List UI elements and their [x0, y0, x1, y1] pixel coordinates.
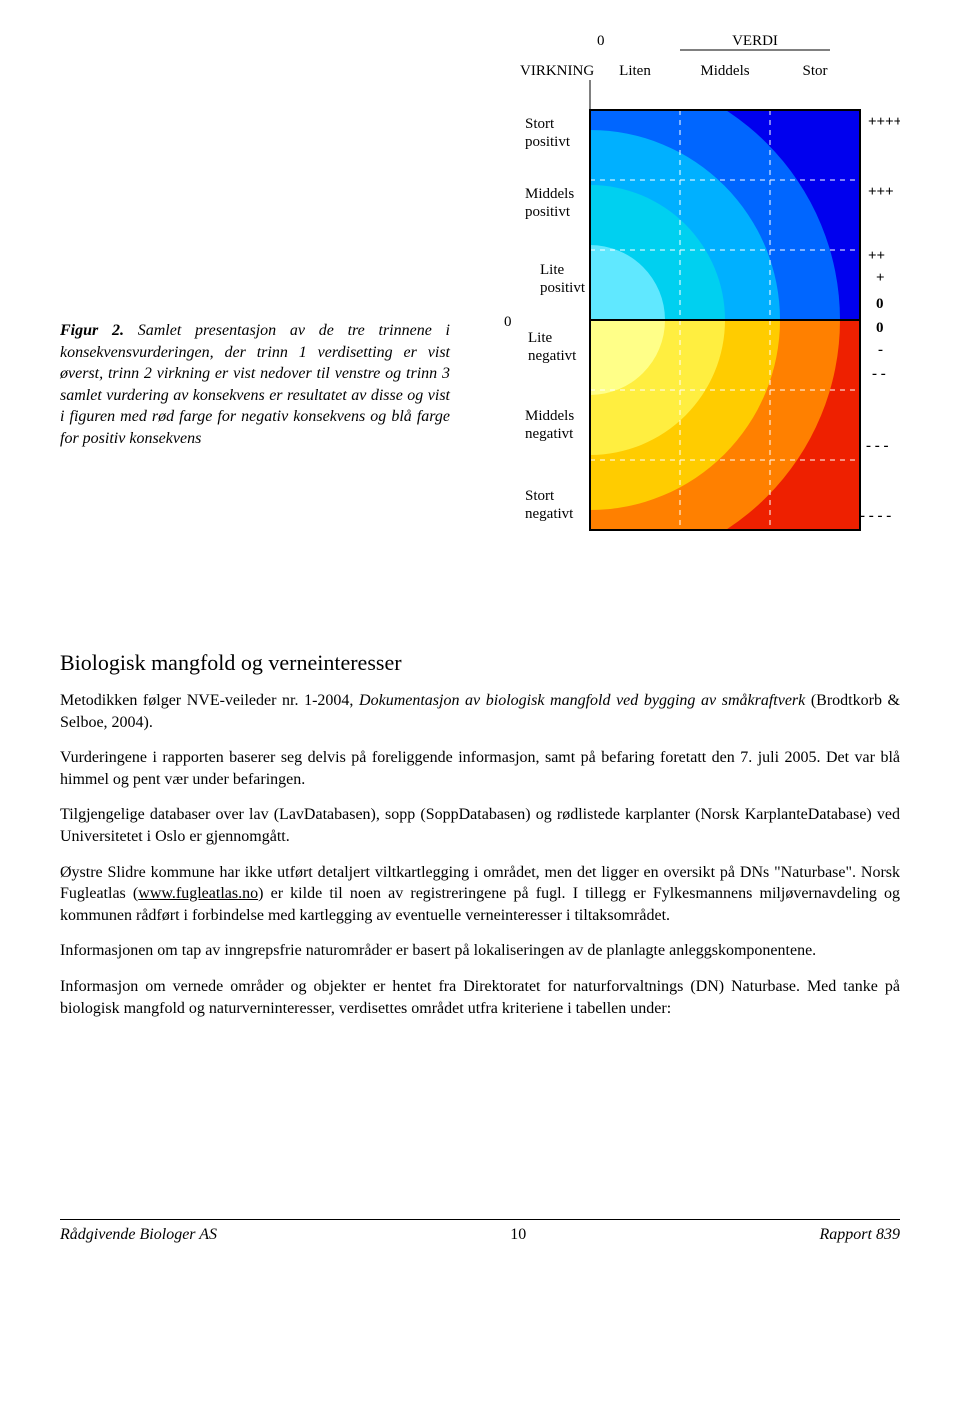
figure-caption: Figur 2. Samlet presentasjon av de tre t…: [60, 320, 450, 450]
val-pos3: +++: [868, 184, 894, 200]
row-stort-pos-1: Stort: [525, 116, 555, 132]
footer-page-number: 10: [510, 1226, 526, 1244]
link-fugleatlas[interactable]: www.fugleatlas.no: [138, 885, 258, 902]
row-mid-pos-1: Middels: [525, 186, 574, 202]
virkning-label: VIRKNING: [520, 63, 594, 79]
row-mid-neg-2: negativt: [525, 426, 574, 442]
val-neg1: -: [878, 342, 883, 358]
val-neg3: - - -: [866, 438, 889, 454]
doc-title-italic: Dokumentasjon av biologisk mangfold ved …: [359, 692, 805, 709]
val-neg4: - - - -: [860, 508, 891, 524]
col-header-stor: Stor: [802, 63, 827, 79]
val-pos0: 0: [876, 296, 884, 312]
col-header-middels: Middels: [700, 63, 749, 79]
row-mid-pos-2: positivt: [525, 204, 571, 220]
val-pos2: ++: [868, 248, 885, 264]
val-pos4: ++++: [868, 114, 900, 130]
paragraph-3: Tilgjengelige databaser over lav (LavDat…: [60, 804, 900, 847]
val-neg0: 0: [876, 320, 884, 336]
paragraph-5: Informasjonen om tap av inngrepsfrie nat…: [60, 940, 900, 962]
consequence-chart: 0 VERDI VIRKNING Liten Middels Stor: [420, 20, 900, 560]
row-lite-pos-2: positivt: [540, 280, 586, 296]
row-mid-neg-1: Middels: [525, 408, 574, 424]
paragraph-2: Vurderingene i rapporten baserer seg del…: [60, 747, 900, 790]
footer-left: Rådgivende Biologer AS: [60, 1226, 217, 1244]
section-title: Biologisk mangfold og verneinteresser: [60, 650, 900, 676]
row-lite-pos-1: Lite: [540, 262, 564, 278]
figure-label: Figur 2.: [60, 322, 124, 339]
figure-caption-text: Samlet presentasjon av de tre trinnene i…: [60, 322, 450, 447]
paragraph-1: Metodikken følger NVE-veileder nr. 1-200…: [60, 690, 900, 733]
row-lite-neg-2: negativt: [528, 348, 577, 364]
row-stort-pos-2: positivt: [525, 134, 571, 150]
col-header-liten: Liten: [619, 63, 651, 79]
row-stort-neg-1: Stort: [525, 488, 555, 504]
val-neg2: - -: [872, 366, 886, 382]
body-text: Metodikken følger NVE-veileder nr. 1-200…: [60, 690, 900, 1019]
row-lite-neg-1: Lite: [528, 330, 552, 346]
footer-right: Rapport 839: [820, 1226, 900, 1244]
axis-zero-left: 0: [504, 314, 512, 330]
verdi-label: VERDI: [732, 33, 778, 49]
axis-zero-top: 0: [597, 33, 605, 49]
page-footer: Rådgivende Biologer AS 10 Rapport 839: [60, 1219, 900, 1244]
val-pos1: +: [876, 270, 885, 286]
paragraph-6: Informasjon om vernede områder og objekt…: [60, 976, 900, 1019]
paragraph-4: Øystre Slidre kommune har ikke utført de…: [60, 862, 900, 927]
row-stort-neg-2: negativt: [525, 506, 574, 522]
